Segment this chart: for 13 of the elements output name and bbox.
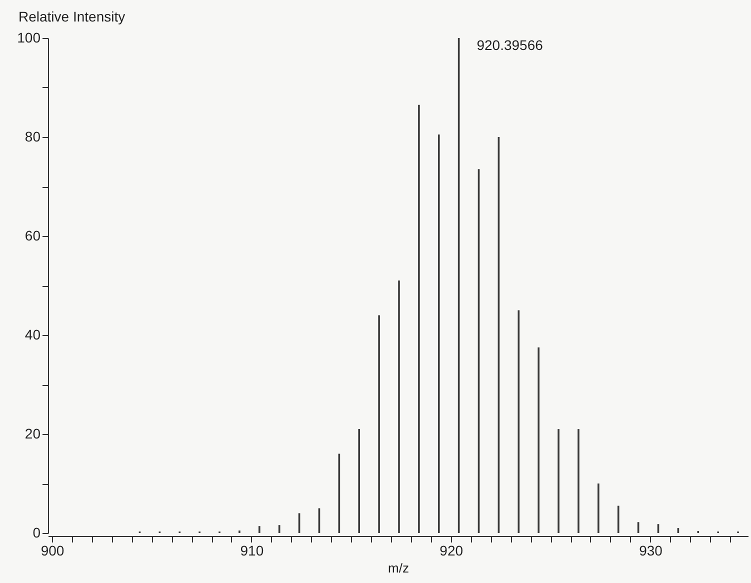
y-tick-label: 60 <box>24 228 41 244</box>
x-tick-label: 930 <box>639 542 663 558</box>
y-tick-label: 20 <box>24 426 41 442</box>
annotation: 920.39566 <box>476 37 544 53</box>
y-tick-label: 100 <box>17 30 41 46</box>
x-axis-title: m/z <box>388 560 409 576</box>
x-tick-label: 900 <box>40 542 64 558</box>
y-axis-title: Relative Intensity <box>18 8 126 24</box>
x-tick-label: 910 <box>240 542 264 558</box>
y-tick-label: 0 <box>32 524 41 540</box>
x-tick-label: 920 <box>440 542 464 558</box>
y-tick-label: 80 <box>24 128 41 144</box>
y-tick-label: 40 <box>24 326 41 342</box>
